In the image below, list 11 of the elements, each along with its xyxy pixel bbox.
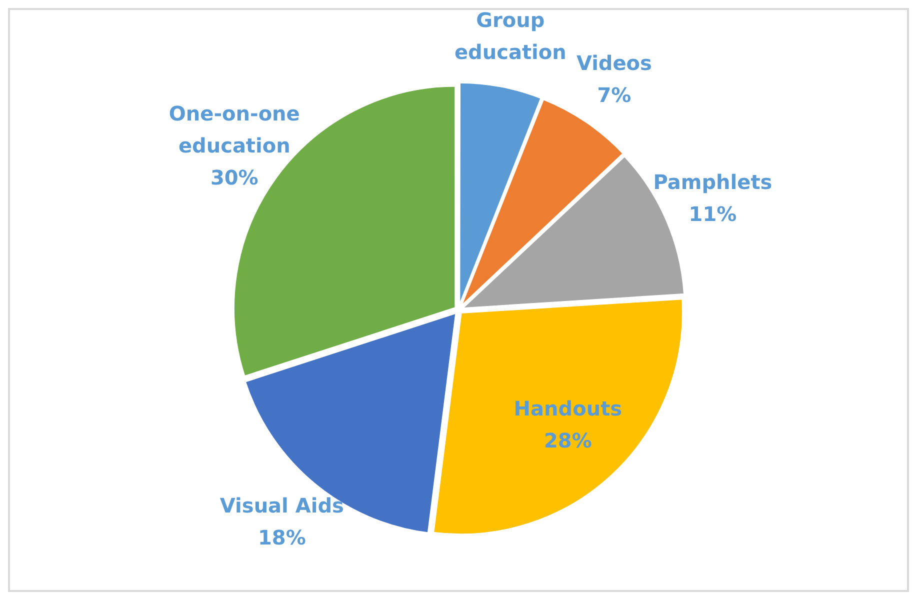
data-label: 7% bbox=[597, 83, 632, 108]
slice-label: One-on-one education bbox=[168, 101, 300, 158]
data-label: 11% bbox=[688, 202, 737, 226]
data-label: 18% bbox=[258, 526, 306, 550]
slice-label: Visual Aids bbox=[220, 494, 344, 518]
data-label: 28% bbox=[544, 428, 592, 453]
data-label: 30% bbox=[210, 165, 258, 190]
slice-label: Group education bbox=[454, 8, 566, 64]
slice-label: Pamphlets bbox=[653, 170, 772, 194]
slice-label: Handouts bbox=[514, 396, 622, 421]
slice-label: Videos bbox=[576, 51, 652, 76]
